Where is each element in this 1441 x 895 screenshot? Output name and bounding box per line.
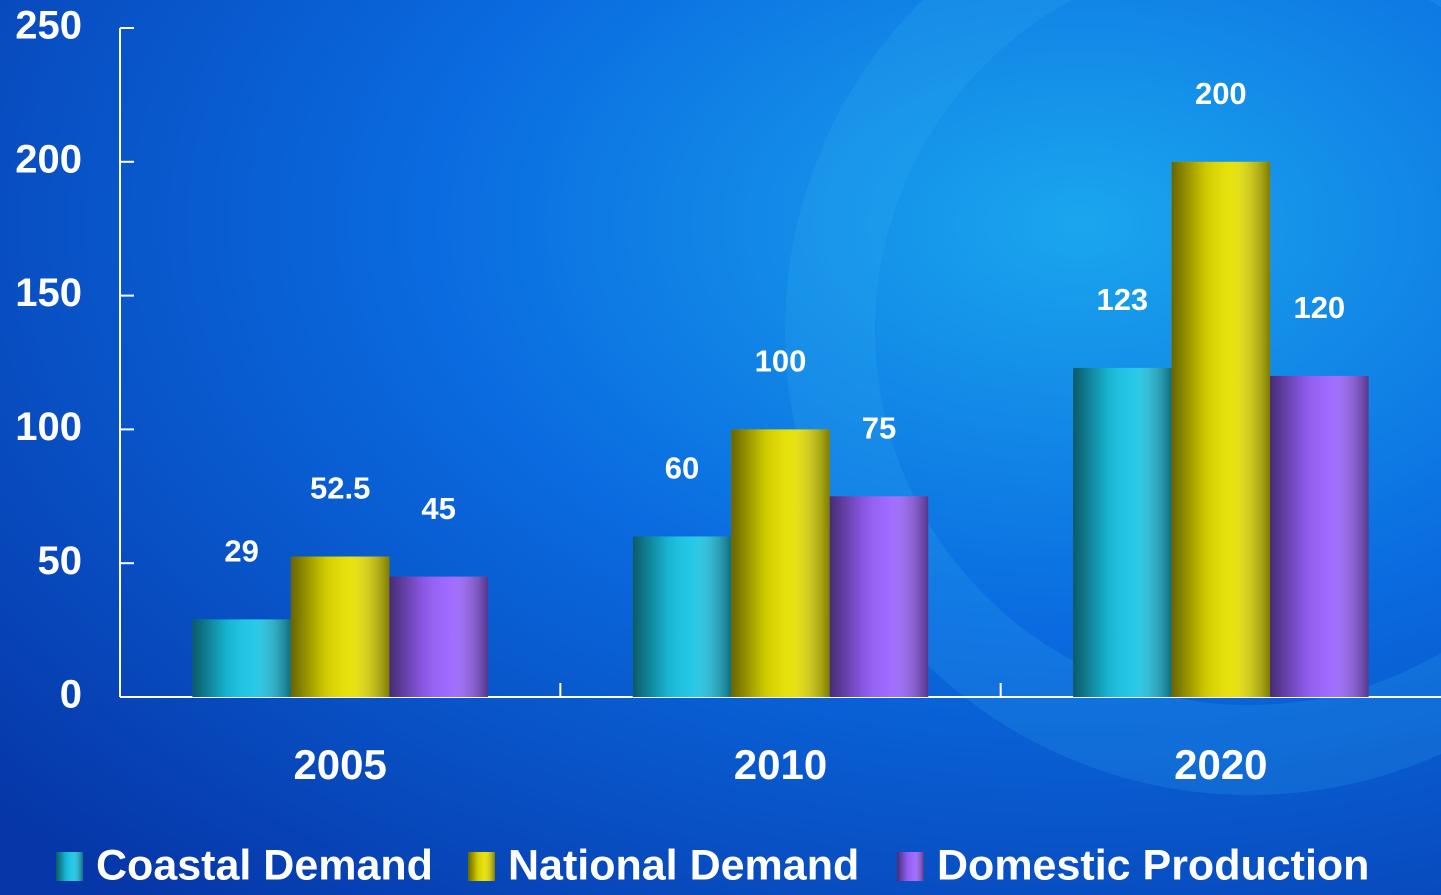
bar-shade (290, 556, 390, 697)
bar-shade (731, 429, 830, 697)
y-tick-label: 100 (15, 405, 82, 449)
bar-shade (1171, 161, 1271, 698)
data-label: 45 (421, 491, 455, 526)
legend-swatch-shade (56, 852, 83, 881)
data-label: 52.5 (310, 471, 370, 506)
data-label: 60 (665, 451, 699, 486)
bar-shade (1073, 367, 1172, 697)
y-tick-label: 150 (15, 271, 82, 315)
x-tick-label: 2005 (293, 741, 386, 788)
legend-swatch-shade (468, 852, 495, 881)
legend-swatch-shade (897, 852, 924, 881)
data-label: 123 (1096, 282, 1148, 317)
y-tick-label: 250 (15, 4, 82, 48)
legend-label: Domestic Production (937, 841, 1369, 889)
legend-label: National Demand (508, 841, 859, 889)
data-label: 75 (862, 410, 896, 445)
y-tick-label: 200 (15, 137, 82, 181)
x-tick-label: 2020 (1174, 741, 1267, 788)
data-label: 100 (755, 344, 807, 379)
bar-shade (829, 496, 929, 697)
bar-shade (632, 536, 732, 697)
background-ring (785, 0, 1441, 795)
legend-label: Coastal Demand (96, 841, 433, 889)
y-tick-label: 50 (38, 539, 83, 583)
y-tick-label: 0 (60, 673, 82, 717)
bar-shade (1270, 375, 1369, 697)
data-label: 120 (1293, 290, 1345, 325)
x-tick-label: 2010 (734, 741, 827, 788)
data-label: 200 (1195, 76, 1247, 111)
bar-shade (389, 576, 488, 697)
bar-shade (192, 619, 291, 697)
data-label: 29 (224, 534, 258, 569)
